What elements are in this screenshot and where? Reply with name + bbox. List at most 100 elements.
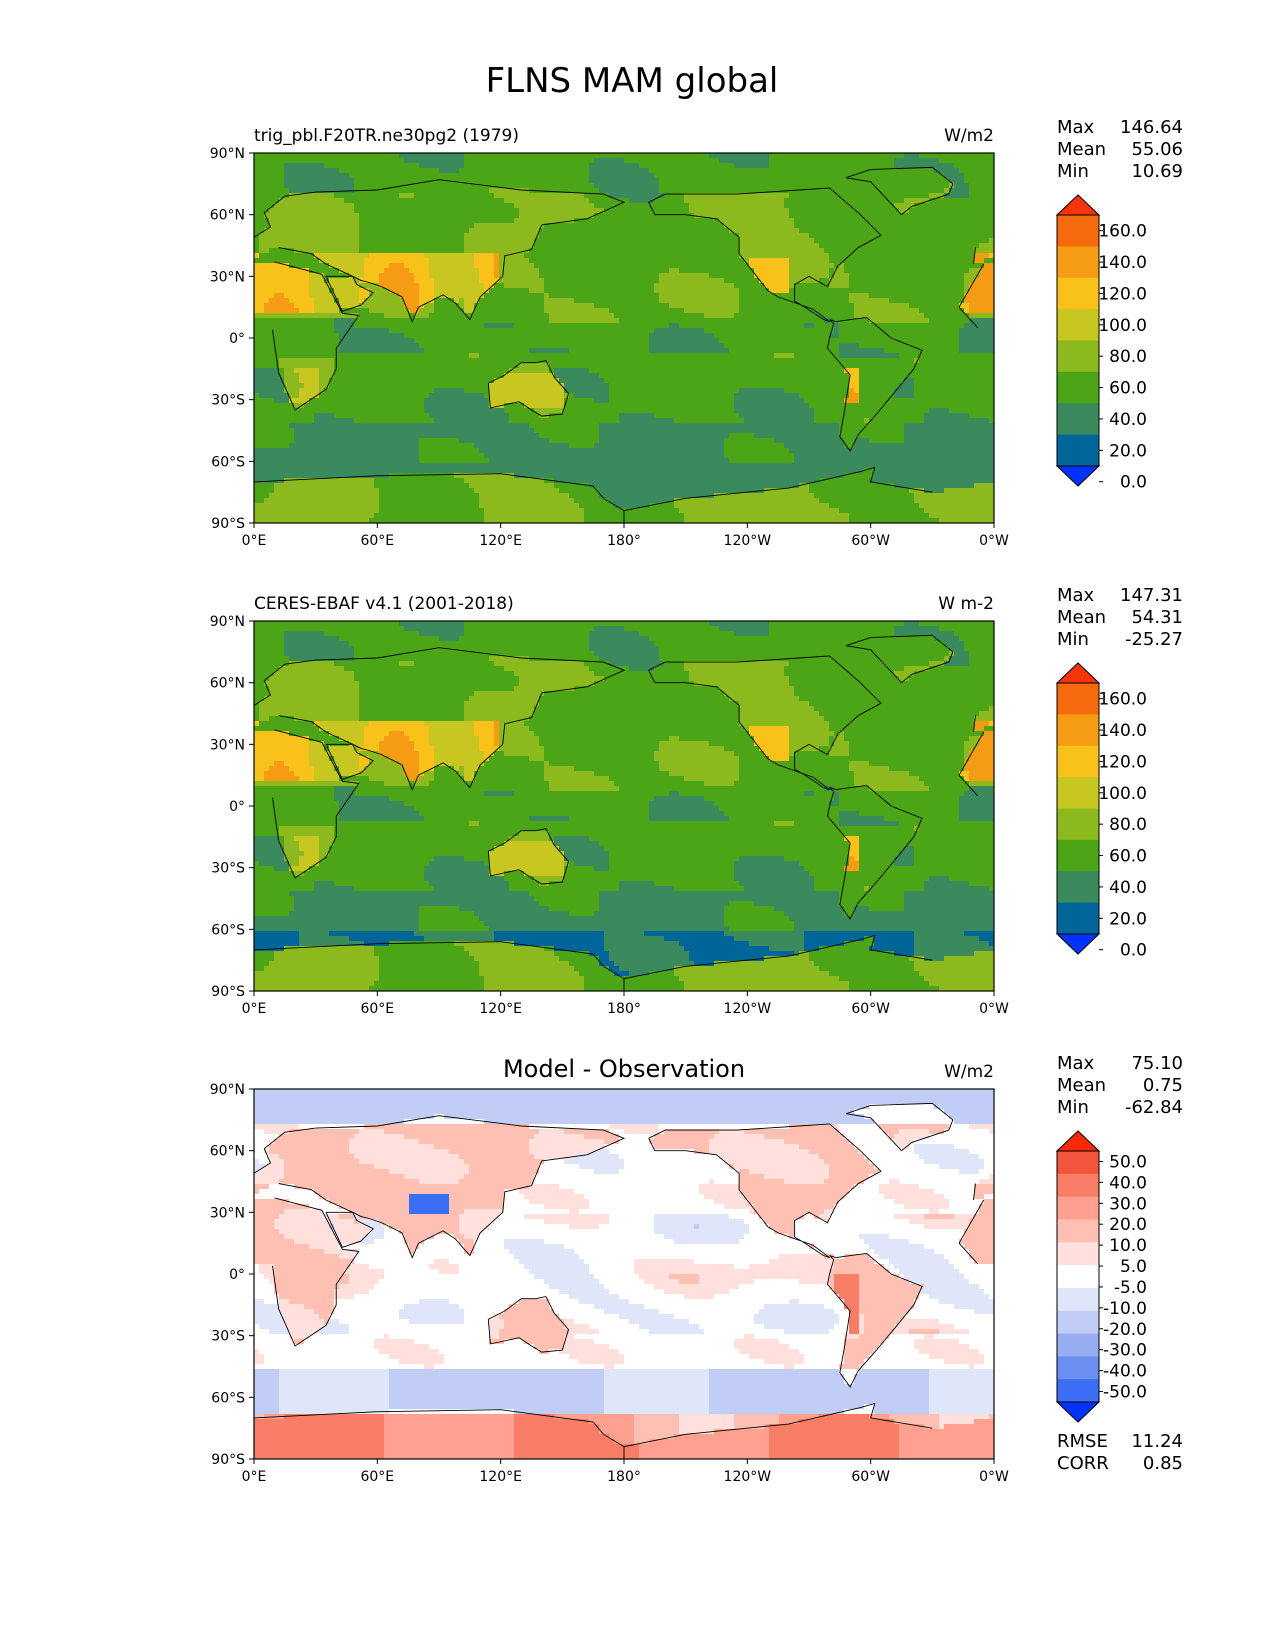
grid-cell xyxy=(259,193,265,199)
grid-cell xyxy=(654,163,660,169)
grid-cell xyxy=(809,153,815,159)
grid-cell xyxy=(964,193,970,199)
grid-cell xyxy=(534,153,540,159)
grid-cell xyxy=(339,178,345,184)
grid-cell xyxy=(669,183,675,189)
grid-cell xyxy=(474,318,480,324)
grid-cell xyxy=(574,193,580,199)
grid-cell xyxy=(939,303,945,309)
grid-cell xyxy=(264,213,270,219)
grid-cell xyxy=(714,293,720,299)
grid-cell xyxy=(574,218,580,224)
grid-cell xyxy=(749,203,755,209)
grid-cell xyxy=(889,223,895,229)
grid-cell xyxy=(764,218,770,224)
grid-cell xyxy=(389,303,395,309)
grid-cell xyxy=(804,168,810,174)
grid-cell xyxy=(594,183,600,189)
grid-cell xyxy=(289,173,295,179)
grid-cell xyxy=(329,283,335,289)
grid-cell xyxy=(294,218,300,224)
grid-cell xyxy=(534,238,540,244)
grid-cell xyxy=(374,218,380,224)
grid-cell xyxy=(364,218,370,224)
grid-cell xyxy=(619,268,625,274)
grid-cell xyxy=(709,308,715,314)
grid-cell xyxy=(464,228,470,234)
grid-cell xyxy=(784,303,790,309)
grid-cell xyxy=(889,153,895,159)
grid-cell xyxy=(254,158,260,164)
grid-cell xyxy=(799,168,805,174)
grid-cell xyxy=(509,163,515,169)
grid-cell xyxy=(804,308,810,314)
grid-cell xyxy=(714,263,720,269)
grid-cell xyxy=(854,193,860,199)
grid-cell xyxy=(504,278,510,284)
grid-cell xyxy=(609,153,615,159)
grid-cell xyxy=(824,308,830,314)
grid-cell xyxy=(759,168,765,174)
grid-cell xyxy=(754,288,760,294)
grid-cell xyxy=(499,308,505,314)
grid-cell xyxy=(549,238,555,244)
grid-cell xyxy=(669,163,675,169)
grid-cell xyxy=(929,313,935,319)
grid-cell xyxy=(404,248,410,254)
grid-cell xyxy=(719,223,725,229)
grid-cell xyxy=(509,193,515,199)
grid-cell xyxy=(509,188,515,194)
grid-cell xyxy=(359,173,365,179)
grid-cell xyxy=(534,318,540,324)
grid-cell xyxy=(819,173,825,179)
grid-cell xyxy=(919,243,925,249)
grid-cell xyxy=(849,288,855,294)
grid-cell xyxy=(879,203,885,209)
grid-cell xyxy=(789,173,795,179)
grid-cell xyxy=(479,198,485,204)
grid-cell xyxy=(869,228,875,234)
grid-cell xyxy=(899,178,905,184)
grid-cell xyxy=(254,263,260,269)
grid-cell xyxy=(524,173,530,179)
grid-cell xyxy=(949,258,955,264)
grid-cell xyxy=(454,313,460,319)
grid-cell xyxy=(424,273,430,279)
grid-cell xyxy=(974,208,980,214)
grid-cell xyxy=(699,183,705,189)
grid-cell xyxy=(734,198,740,204)
grid-cell xyxy=(774,158,780,164)
grid-cell xyxy=(794,173,800,179)
grid-cell xyxy=(904,238,910,244)
grid-cell xyxy=(774,308,780,314)
grid-cell xyxy=(564,228,570,234)
grid-cell xyxy=(514,278,520,284)
grid-cell xyxy=(409,268,415,274)
grid-cell xyxy=(539,173,545,179)
grid-cell xyxy=(274,203,280,209)
grid-cell xyxy=(754,178,760,184)
grid-cell xyxy=(629,178,635,184)
grid-cell xyxy=(919,193,925,199)
grid-cell xyxy=(924,243,930,249)
grid-cell xyxy=(714,253,720,259)
grid-cell xyxy=(679,153,685,159)
grid-cell xyxy=(264,263,270,269)
grid-cell xyxy=(989,303,995,309)
grid-cell xyxy=(729,163,735,169)
grid-cell xyxy=(424,213,430,219)
grid-cell xyxy=(529,158,535,164)
grid-cell xyxy=(974,183,980,189)
grid-cell xyxy=(434,233,440,239)
grid-cell xyxy=(659,248,665,254)
grid-cell xyxy=(774,218,780,224)
grid-cell xyxy=(759,238,765,244)
grid-cell xyxy=(544,278,550,284)
grid-cell xyxy=(374,263,380,269)
grid-cell xyxy=(449,173,455,179)
grid-cell xyxy=(354,318,360,324)
grid-cell xyxy=(809,298,815,304)
grid-cell xyxy=(759,258,765,264)
grid-cell xyxy=(929,293,935,299)
grid-cell xyxy=(339,238,345,244)
